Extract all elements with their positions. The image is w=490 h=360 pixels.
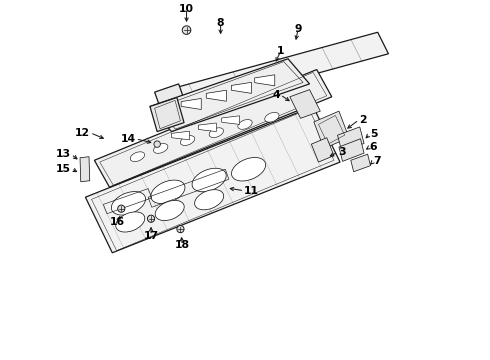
Polygon shape: [155, 32, 389, 115]
Text: 3: 3: [338, 147, 346, 157]
Polygon shape: [221, 116, 240, 125]
Polygon shape: [290, 90, 320, 118]
Ellipse shape: [192, 168, 226, 192]
Ellipse shape: [111, 192, 146, 215]
Polygon shape: [150, 98, 184, 132]
Text: 13: 13: [56, 149, 71, 159]
Circle shape: [182, 26, 191, 35]
Polygon shape: [351, 154, 370, 172]
Polygon shape: [311, 138, 334, 162]
Polygon shape: [206, 90, 226, 101]
Ellipse shape: [116, 212, 145, 232]
Ellipse shape: [155, 201, 184, 221]
Polygon shape: [314, 111, 349, 148]
Text: 5: 5: [370, 129, 377, 139]
Polygon shape: [339, 139, 364, 161]
Text: 18: 18: [175, 240, 190, 250]
Ellipse shape: [195, 190, 223, 210]
Text: 11: 11: [245, 186, 259, 196]
Text: 6: 6: [370, 142, 377, 152]
Text: 7: 7: [373, 156, 381, 166]
Polygon shape: [255, 75, 275, 86]
Polygon shape: [231, 82, 251, 93]
Polygon shape: [150, 59, 310, 132]
Text: 17: 17: [144, 231, 159, 240]
Text: 8: 8: [217, 18, 224, 28]
Polygon shape: [85, 107, 340, 253]
Polygon shape: [181, 98, 201, 109]
Circle shape: [147, 215, 155, 222]
Text: 1: 1: [277, 46, 285, 56]
Text: 16: 16: [110, 217, 125, 227]
Text: 4: 4: [272, 90, 280, 100]
Text: 15: 15: [56, 163, 71, 174]
Text: 10: 10: [179, 4, 194, 14]
Circle shape: [118, 205, 125, 212]
Polygon shape: [198, 123, 216, 132]
Ellipse shape: [209, 128, 223, 138]
Text: 2: 2: [359, 115, 367, 125]
Ellipse shape: [265, 112, 279, 122]
Ellipse shape: [180, 136, 195, 145]
Polygon shape: [338, 127, 364, 152]
Ellipse shape: [231, 157, 266, 181]
Text: 12: 12: [75, 128, 90, 138]
Ellipse shape: [151, 180, 185, 204]
Text: 9: 9: [294, 24, 302, 35]
Text: 14: 14: [121, 134, 136, 144]
Polygon shape: [80, 157, 90, 182]
Circle shape: [154, 141, 160, 147]
Ellipse shape: [153, 144, 168, 153]
Polygon shape: [155, 84, 185, 109]
Ellipse shape: [238, 120, 252, 129]
Polygon shape: [95, 69, 332, 187]
Polygon shape: [172, 131, 190, 140]
Ellipse shape: [130, 152, 145, 162]
Circle shape: [177, 226, 184, 233]
